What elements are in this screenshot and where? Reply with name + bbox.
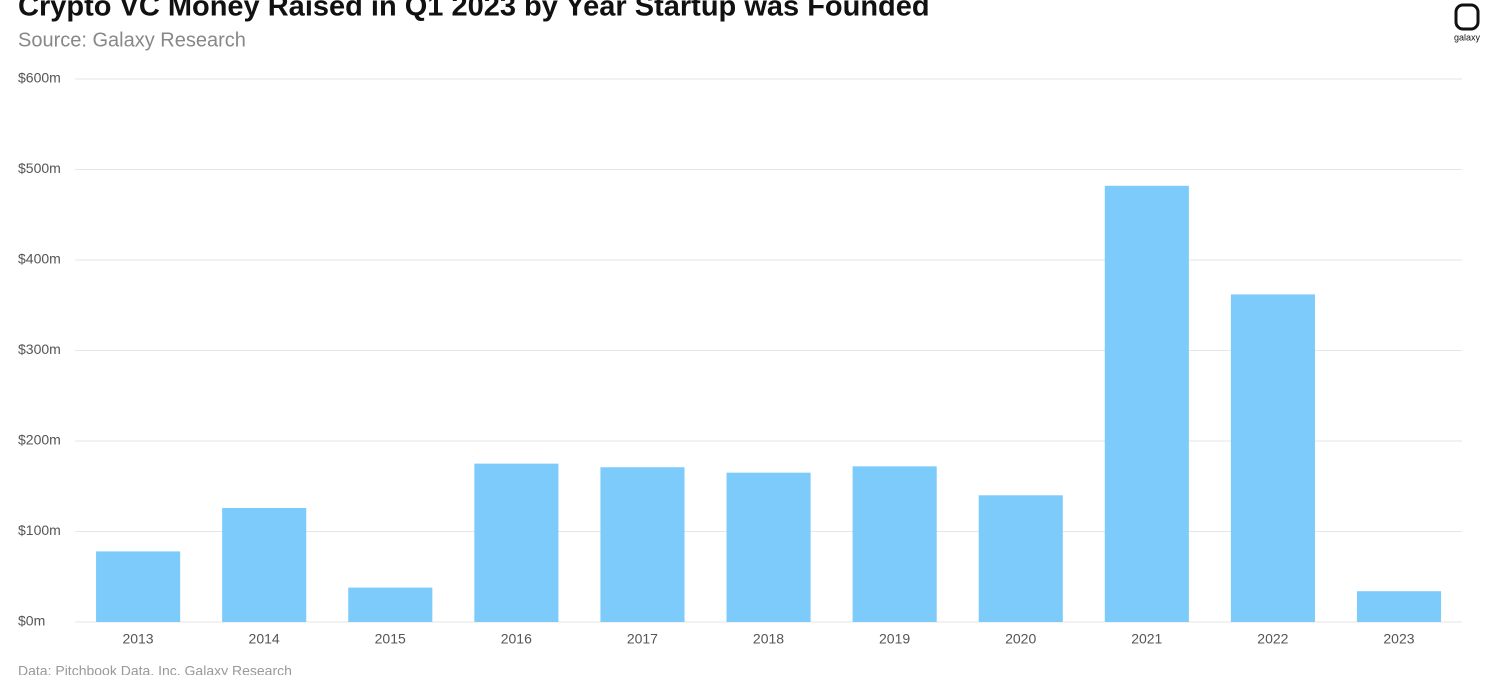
x-tick-label: 2018: [753, 631, 784, 647]
logo-icon: [1454, 3, 1480, 31]
y-tick-label: $0m: [18, 613, 45, 629]
bar: [852, 466, 937, 622]
chart-footer: Data: Pitchbook Data, Inc. Galaxy Resear…: [18, 663, 292, 675]
y-tick-label: $600m: [18, 70, 61, 86]
x-tick-label: 2021: [1131, 631, 1162, 647]
y-tick-label: $100m: [18, 522, 61, 538]
x-tick-label: 2014: [249, 631, 280, 647]
bar: [222, 507, 307, 622]
bar: [600, 467, 685, 622]
x-tick-label: 2019: [879, 631, 910, 647]
x-tick-label: 2016: [501, 631, 532, 647]
bar: [474, 463, 559, 622]
bar: [726, 472, 811, 622]
x-tick-label: 2020: [1005, 631, 1036, 647]
x-tick-label: 2023: [1383, 631, 1414, 647]
bar: [1230, 294, 1315, 622]
bar: [348, 587, 433, 622]
bar: [978, 495, 1063, 622]
x-tick-label: 2017: [627, 631, 658, 647]
bar: [1356, 591, 1442, 622]
y-tick-label: $500m: [18, 160, 61, 176]
bar: [1104, 185, 1189, 623]
logo-text: galaxy: [1454, 32, 1481, 42]
y-tick-label: $300m: [18, 341, 61, 357]
bar: [96, 551, 181, 622]
y-tick-label: $400m: [18, 251, 61, 267]
y-tick-label: $200m: [18, 432, 61, 448]
x-tick-label: 2022: [1257, 631, 1288, 647]
x-tick-label: 2013: [122, 631, 153, 647]
chart-subtitle: Source: Galaxy Research: [18, 29, 246, 51]
x-tick-label: 2015: [375, 631, 406, 647]
chart-title: Crypto VC Money Raised in Q1 2023 by Yea…: [18, 0, 930, 23]
